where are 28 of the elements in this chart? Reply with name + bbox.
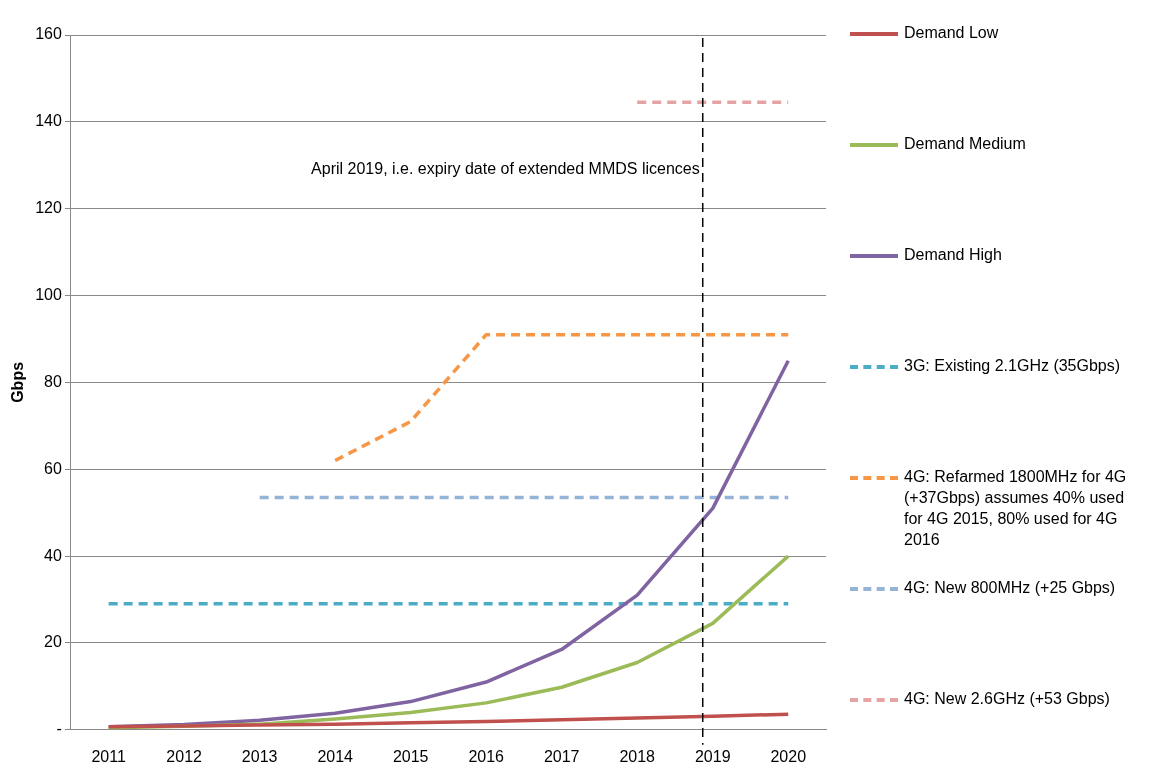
y-tick-label: 60 [44, 459, 62, 477]
y-tick-label: 140 [35, 112, 62, 130]
legend-label: 4G: New 2.6GHz (+53 Gbps) [904, 689, 1111, 709]
y-tick-label: 20 [44, 633, 62, 651]
y-tick-label: 120 [35, 199, 62, 217]
x-tick-label: 2011 [91, 747, 126, 765]
y-tick-label: 40 [44, 546, 62, 564]
x-tick-label: 2016 [468, 747, 505, 765]
legend-label: 4G: Refarmed 1800MHz for 4G (+37Gbps) assumes 40% used for 4G 2015, 80% used for 4G 2016 [904, 467, 1128, 550]
y-tick-label: 100 [35, 285, 62, 303]
x-tick-label: 2015 [392, 747, 429, 765]
y-tick-label: 160 [35, 25, 62, 43]
x-tick-label: 2018 [619, 747, 656, 765]
x-tick-label: 2017 [543, 747, 580, 765]
y-axis-title: Gbps [9, 361, 27, 403]
legend-label: 4G: New 800MHz (+25 Gbps) [904, 578, 1117, 598]
ref-line-label: April 2019, i.e. expiry date of extended MMDS licences [311, 160, 700, 178]
x-tick-label: 2020 [770, 747, 807, 765]
x-tick-label: 2013 [241, 747, 278, 765]
x-tick-label: 2019 [694, 747, 731, 765]
legend-label: Demand Medium [904, 134, 1027, 154]
legend-label: 3G: Existing 2.1GHz (35Gbps) [904, 356, 1122, 376]
legend-label: Demand High [904, 245, 1003, 265]
y-tick-label: 80 [44, 372, 62, 390]
y-tick-label: - [56, 720, 62, 738]
x-tick-label: 2012 [166, 747, 203, 765]
legend-label: Demand Low [904, 23, 1000, 43]
x-tick-label: 2014 [317, 747, 354, 765]
